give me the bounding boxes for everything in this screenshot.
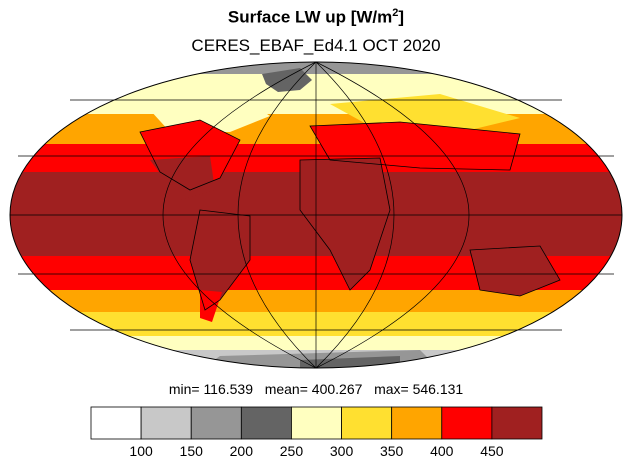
meridian-180e bbox=[315, 61, 470, 369]
colorbar-swatch bbox=[441, 406, 493, 440]
chart-title: Surface LW up [W/m2] bbox=[0, 7, 632, 28]
title-text: Surface LW up [W/m bbox=[227, 7, 393, 27]
greenland bbox=[262, 68, 312, 92]
colorbar-tick-label: 150 bbox=[179, 443, 203, 459]
coast-north-america bbox=[139, 119, 241, 191]
colorbar-swatch bbox=[90, 406, 142, 440]
chart-subtitle: CERES_EBAF_Ed4.1 OCT 2020 bbox=[191, 36, 441, 55]
map-outline bbox=[9, 61, 623, 369]
min-label: min= bbox=[168, 381, 200, 397]
colorbar-swatch bbox=[491, 406, 543, 440]
colorbar-tick-label: 100 bbox=[129, 443, 153, 459]
colorbar-tick-label: 300 bbox=[329, 443, 354, 459]
colorbar-tick-label: 250 bbox=[279, 443, 304, 459]
title-superscript: 2 bbox=[392, 7, 399, 19]
max-label: max= bbox=[374, 381, 409, 397]
arctic-land bbox=[150, 96, 270, 132]
colorbar-swatch bbox=[341, 406, 393, 440]
australia bbox=[470, 246, 560, 296]
colorbar-swatch bbox=[240, 406, 292, 440]
coastlines bbox=[139, 119, 561, 311]
world-map bbox=[9, 61, 623, 369]
colorbar-swatch bbox=[391, 406, 443, 440]
stats-line: min= 116.539 mean= 400.267 max= 546.131 bbox=[0, 381, 632, 397]
coast-africa bbox=[299, 157, 391, 291]
colorbar-tick-label: 450 bbox=[480, 443, 504, 459]
us-south bbox=[150, 156, 215, 200]
colorbar bbox=[90, 406, 543, 440]
mean-label: mean= bbox=[264, 381, 308, 397]
africa bbox=[300, 158, 390, 290]
colorbar-swatch bbox=[291, 406, 342, 440]
meridian-90e bbox=[315, 61, 395, 369]
siberia-yellow bbox=[330, 94, 520, 130]
min-value: 116.539 bbox=[203, 381, 254, 397]
meridian-90w bbox=[237, 61, 317, 369]
graticule bbox=[10, 61, 622, 369]
meridian-180w bbox=[162, 61, 317, 369]
mean-value: 400.267 bbox=[311, 381, 363, 397]
eurasia-red bbox=[310, 122, 520, 170]
coast-eurasia bbox=[309, 121, 521, 171]
colorbar-ticks: 100 150 200 250 300 350 400 450 bbox=[0, 443, 632, 463]
coast-south-america bbox=[189, 209, 251, 311]
colorbar-tick-label: 400 bbox=[430, 443, 454, 459]
colorbar-swatch bbox=[140, 406, 192, 440]
colorbar-swatch bbox=[190, 406, 242, 440]
south-america bbox=[190, 210, 250, 310]
colorbar-tick-label: 200 bbox=[229, 443, 254, 459]
max-value: 546.131 bbox=[412, 381, 464, 397]
title-close: ] bbox=[398, 7, 405, 27]
coast-australia bbox=[469, 245, 561, 297]
colorbar-tick-label: 350 bbox=[379, 443, 404, 459]
